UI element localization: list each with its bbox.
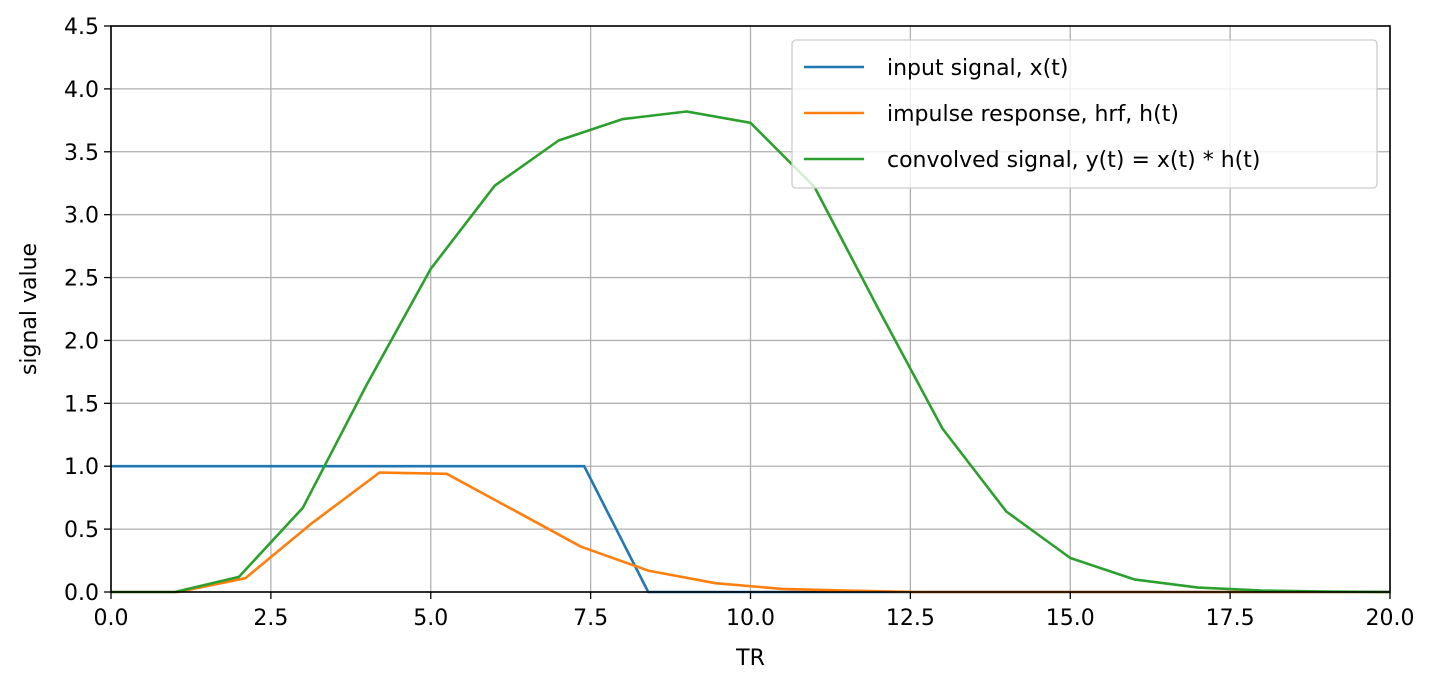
- y-axis-label: signal value: [17, 243, 42, 375]
- y-tick-label: 1.5: [64, 392, 99, 417]
- y-tick-label: 4.0: [64, 78, 99, 103]
- legend-entry: convolved signal, y(t) = x(t) * h(t): [887, 148, 1260, 173]
- x-tick-label: 5.0: [413, 606, 448, 631]
- y-tick-label: 1.0: [64, 455, 99, 480]
- legend-entry: input signal, x(t): [887, 56, 1068, 81]
- series-line-3: [111, 110, 1391, 594]
- axis-ticks: 0.0 2.5 5.0 7.5 10.0 12.5 15.0 17.5 20.0 0.0 0.5 1.…: [64, 15, 1414, 631]
- y-tick-label: 0.5: [64, 518, 99, 543]
- legend-box: [791, 39, 1378, 189]
- legend-entry: impulse response, hrf, h(t): [887, 102, 1179, 127]
- y-tick-label: 2.5: [64, 267, 99, 292]
- x-axis-label: TR: [735, 646, 765, 671]
- legend: input signal, x(t) impulse response, hrf,…: [791, 39, 1378, 189]
- y-tick-label: 4.5: [64, 15, 99, 40]
- y-tick-label: 3.0: [64, 204, 99, 229]
- x-tick-label: 10.0: [726, 606, 775, 631]
- y-tick-label: 3.5: [64, 141, 99, 166]
- x-tick-label: 2.5: [253, 606, 288, 631]
- x-tick-label: 15.0: [1046, 606, 1095, 631]
- x-tick-label: 7.5: [573, 606, 608, 631]
- x-tick-label: 20.0: [1366, 606, 1415, 631]
- y-tick-label: 0.0: [64, 581, 99, 606]
- x-tick-label: 0.0: [94, 606, 129, 631]
- y-tick-label: 2.0: [64, 329, 99, 354]
- x-tick-label: 17.5: [1206, 606, 1255, 631]
- x-tick-label: 12.5: [886, 606, 935, 631]
